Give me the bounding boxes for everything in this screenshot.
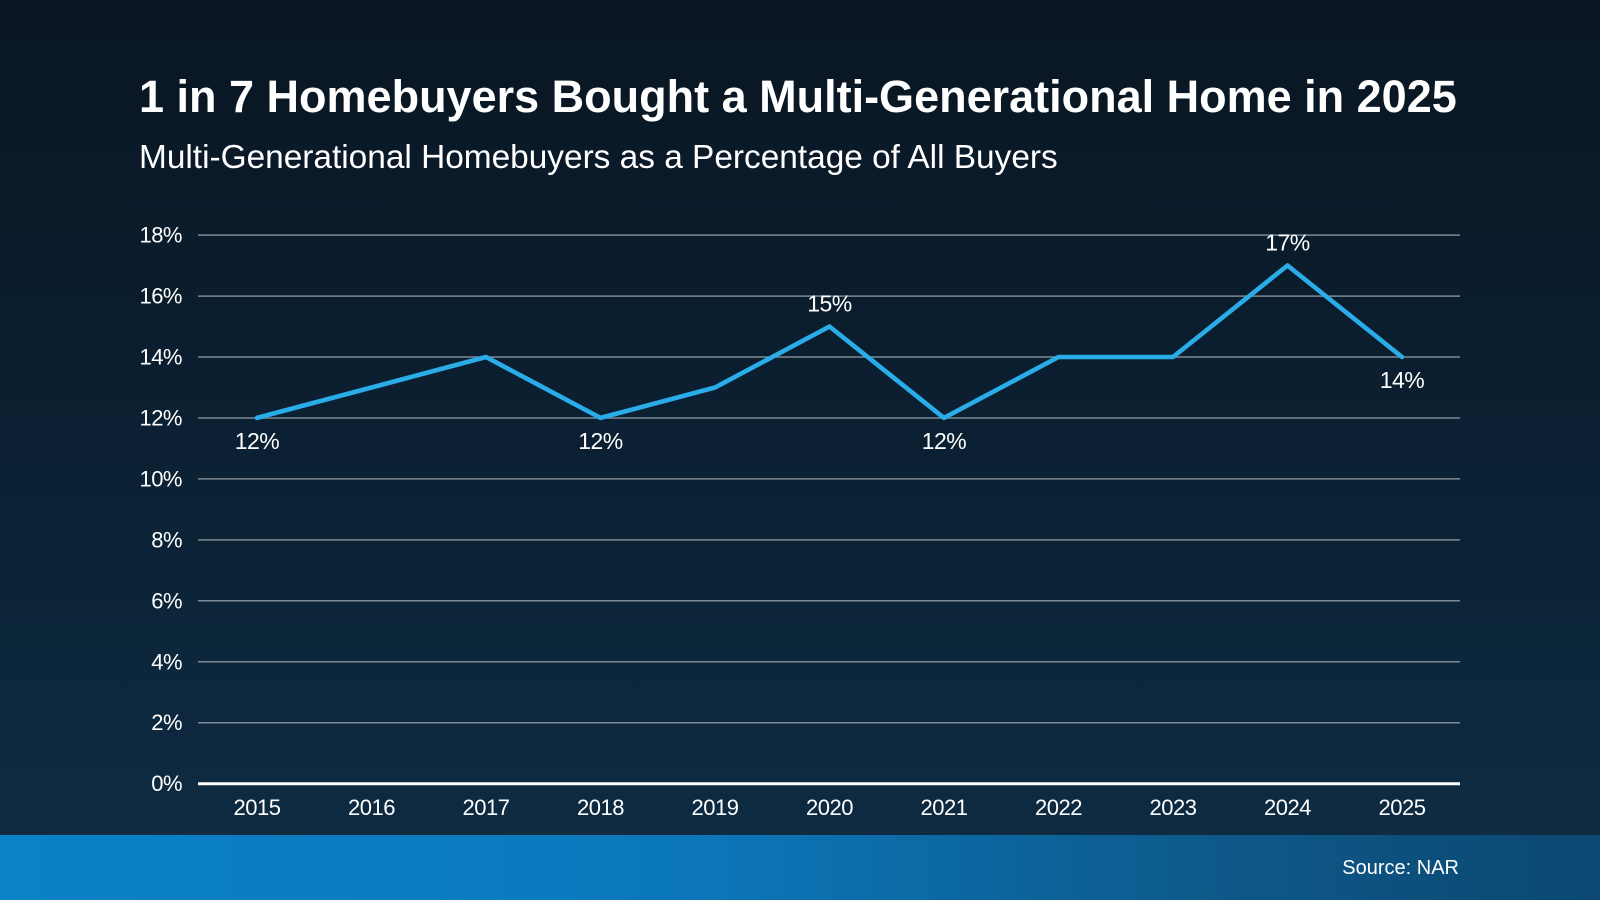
svg-text:12%: 12%: [139, 406, 182, 431]
svg-text:4%: 4%: [151, 649, 182, 674]
svg-text:12%: 12%: [235, 428, 280, 454]
svg-text:2022: 2022: [1035, 795, 1082, 820]
svg-text:8%: 8%: [151, 527, 182, 552]
svg-text:16%: 16%: [139, 284, 182, 309]
svg-text:6%: 6%: [151, 588, 182, 613]
svg-text:2023: 2023: [1150, 795, 1197, 820]
svg-text:2024: 2024: [1264, 795, 1311, 820]
svg-text:15%: 15%: [807, 291, 852, 317]
svg-text:2025: 2025: [1379, 795, 1426, 820]
svg-text:12%: 12%: [922, 428, 967, 454]
svg-text:18%: 18%: [139, 223, 182, 248]
svg-text:2020: 2020: [806, 795, 853, 820]
svg-text:2016: 2016: [348, 795, 395, 820]
svg-text:0%: 0%: [151, 771, 182, 796]
svg-text:2017: 2017: [463, 795, 510, 820]
svg-text:17%: 17%: [1265, 230, 1310, 256]
svg-text:14%: 14%: [1380, 367, 1425, 393]
svg-text:12%: 12%: [578, 428, 623, 454]
svg-text:2019: 2019: [692, 795, 739, 820]
svg-text:10%: 10%: [139, 466, 182, 491]
svg-text:14%: 14%: [139, 345, 182, 370]
svg-text:2021: 2021: [921, 795, 968, 820]
svg-text:2018: 2018: [577, 795, 624, 820]
svg-text:2015: 2015: [234, 795, 281, 820]
svg-text:2%: 2%: [151, 710, 182, 735]
